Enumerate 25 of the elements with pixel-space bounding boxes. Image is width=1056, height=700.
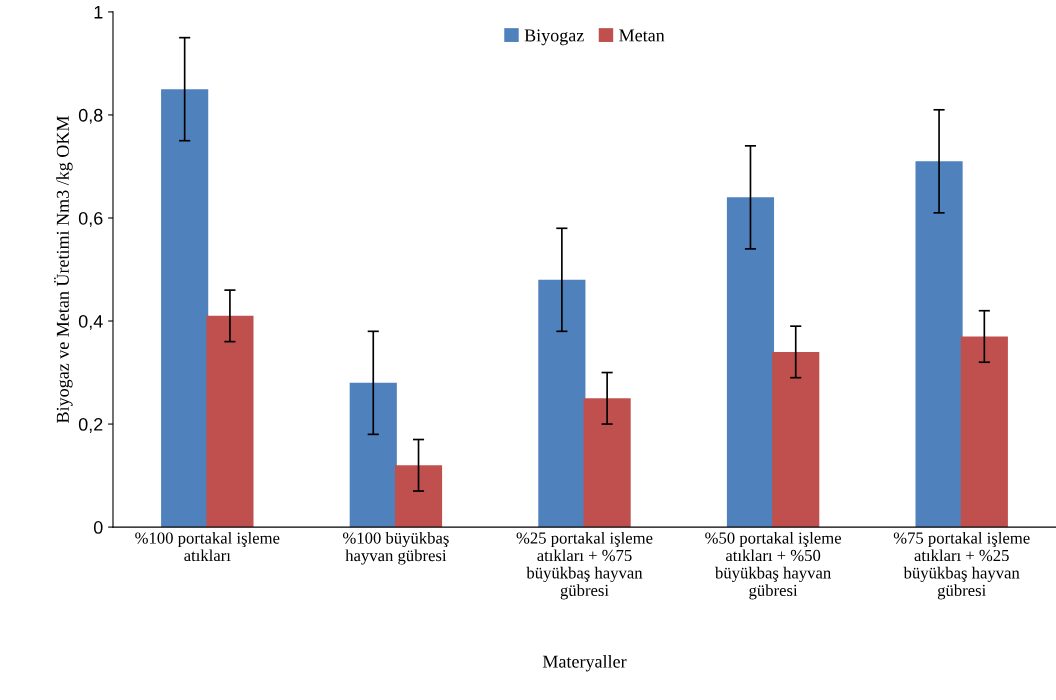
x-axis-title: Materyaller <box>542 655 627 672</box>
bar <box>394 465 443 528</box>
x-tick-label: %25 portakal işleme atıkları + %75 büyükbaş hayvan gübresi <box>516 531 653 600</box>
y-tick-label: 0 <box>93 521 103 534</box>
legend-label: Metan <box>619 29 665 42</box>
y-axis-title: Biyogaz ve Metan Üretimi Nm3 /kg OKM <box>54 116 73 423</box>
bar <box>161 89 209 528</box>
bar <box>726 197 775 528</box>
y-tick-label: 0,2 <box>78 417 103 433</box>
y-tick-label: 0,6 <box>78 211 103 227</box>
bar <box>772 351 820 528</box>
y-tick-label: 0,4 <box>78 314 103 330</box>
bar <box>349 382 397 528</box>
bar <box>960 336 1008 528</box>
bar <box>583 398 631 528</box>
legend-label: Biyogaz <box>524 29 584 46</box>
y-tick-label: 1 <box>94 6 103 19</box>
x-tick-label: %100 portakal işleme atıkları <box>135 531 280 562</box>
x-tick-label: %100 büyükbaş hayvan gübresi <box>343 531 449 565</box>
bar <box>538 279 586 528</box>
bar <box>206 315 254 528</box>
y-tick-label: 0,8 <box>78 108 103 124</box>
x-tick-label: %75 portakal işleme atıkları + %25 büyükbaş hayvan gübresi <box>893 531 1030 600</box>
bar <box>915 161 963 528</box>
x-tick-label: %50 portakal işleme atıkları + %50 büyükbaş hayvan gübresi <box>705 531 842 600</box>
